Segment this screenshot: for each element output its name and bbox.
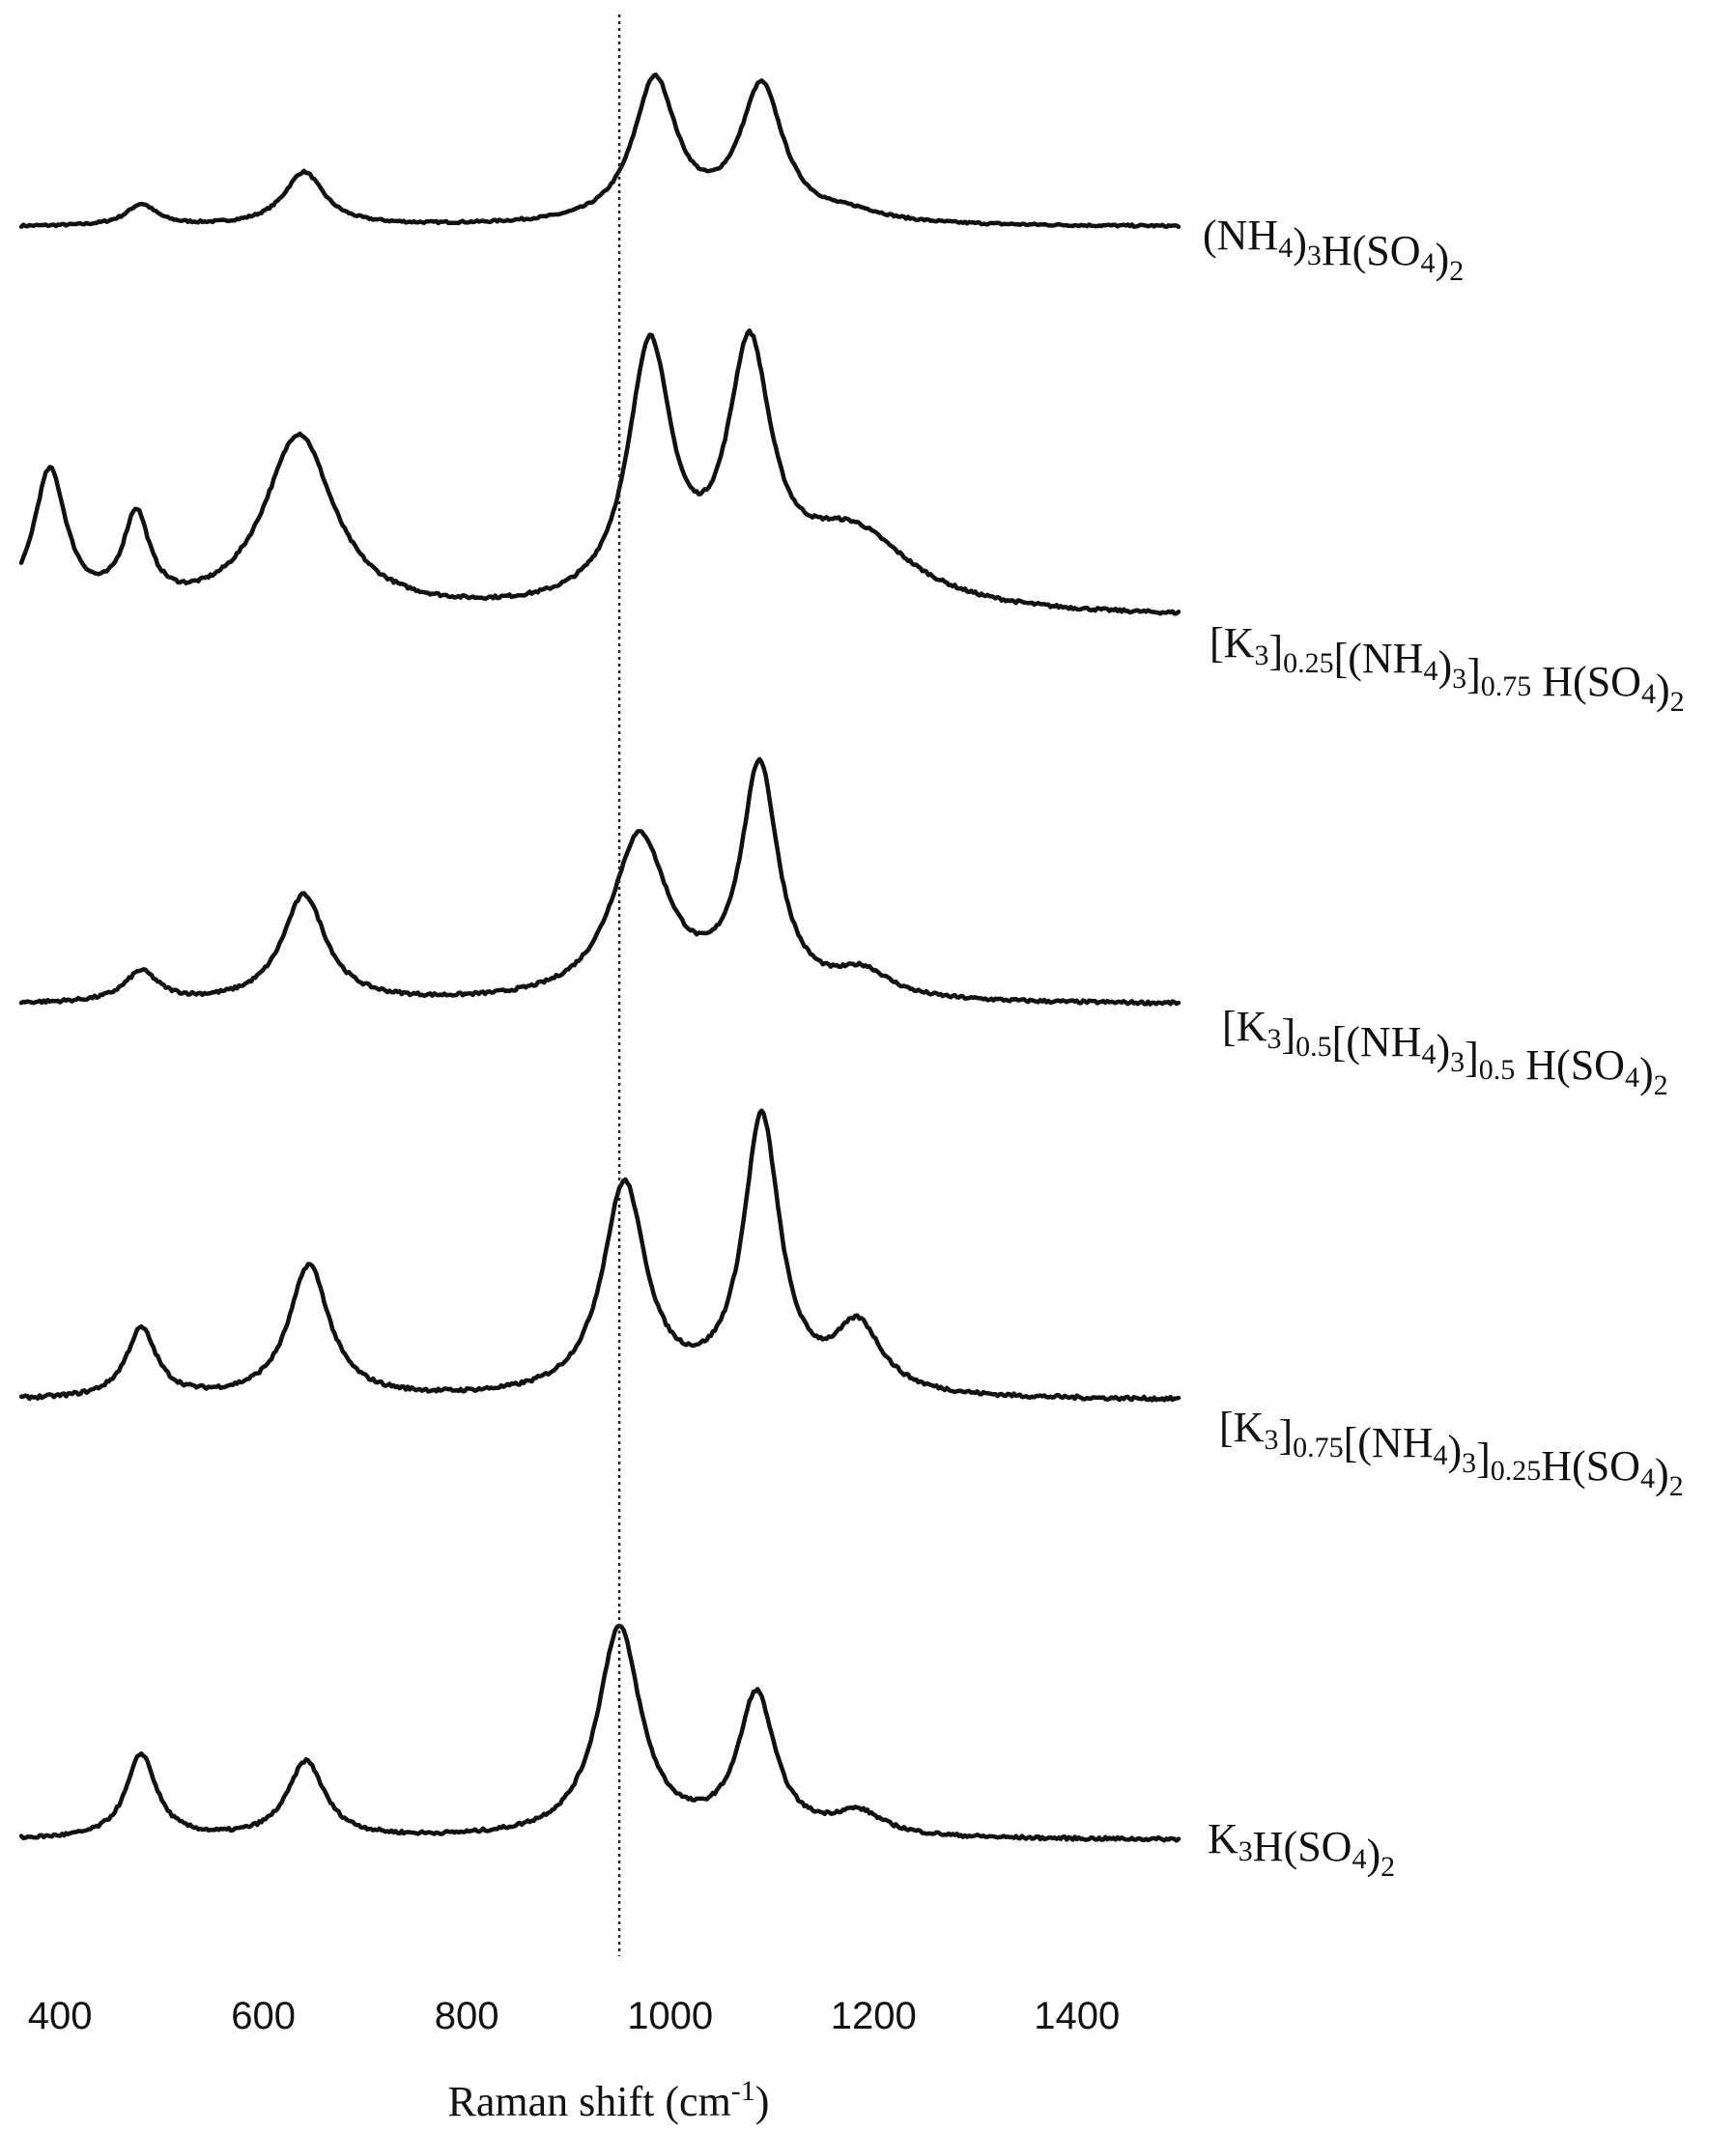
spectrum-traces [18, 72, 1181, 1843]
series-label-3: [K3]0.5[(NH4)3]0.5 H(SO4)2 [1222, 1003, 1668, 1101]
x-tick-label-1000: 1000 [627, 1995, 713, 2037]
x-tick-label-1200: 1200 [831, 1995, 917, 2037]
x-tick-label-1400: 1400 [1034, 1995, 1120, 2037]
x-tick-label-400: 400 [28, 1995, 93, 2037]
series-label-5: K3H(SO4)2 [1208, 1815, 1395, 1883]
series-labels: (NH4)3H(SO4)2 [K3]0.25[(NH4)3]0.75 H(SO4)… [1203, 212, 1685, 1883]
spectrum-line-2 [18, 327, 1181, 616]
x-axis-tick-labels: 400 600 800 1000 1200 1400 [28, 1995, 1120, 2037]
series-label-1: (NH4)3H(SO4)2 [1203, 212, 1464, 287]
series-label-2: [K3]0.25[(NH4)3]0.75 H(SO4)2 [1210, 619, 1685, 718]
x-tick-label-800: 800 [435, 1995, 499, 2037]
x-tick-label-600: 600 [231, 1995, 296, 2037]
spectrum-line-5 [18, 1623, 1181, 1843]
spectrum-line-3 [18, 756, 1181, 1007]
x-axis-title: Raman shift (cm-1) [448, 2075, 770, 2125]
series-label-4: [K3]0.75[(NH4)3]0.25H(SO4)2 [1219, 1404, 1684, 1502]
spectrum-line-1 [18, 72, 1181, 230]
spectrum-line-4 [18, 1108, 1181, 1403]
